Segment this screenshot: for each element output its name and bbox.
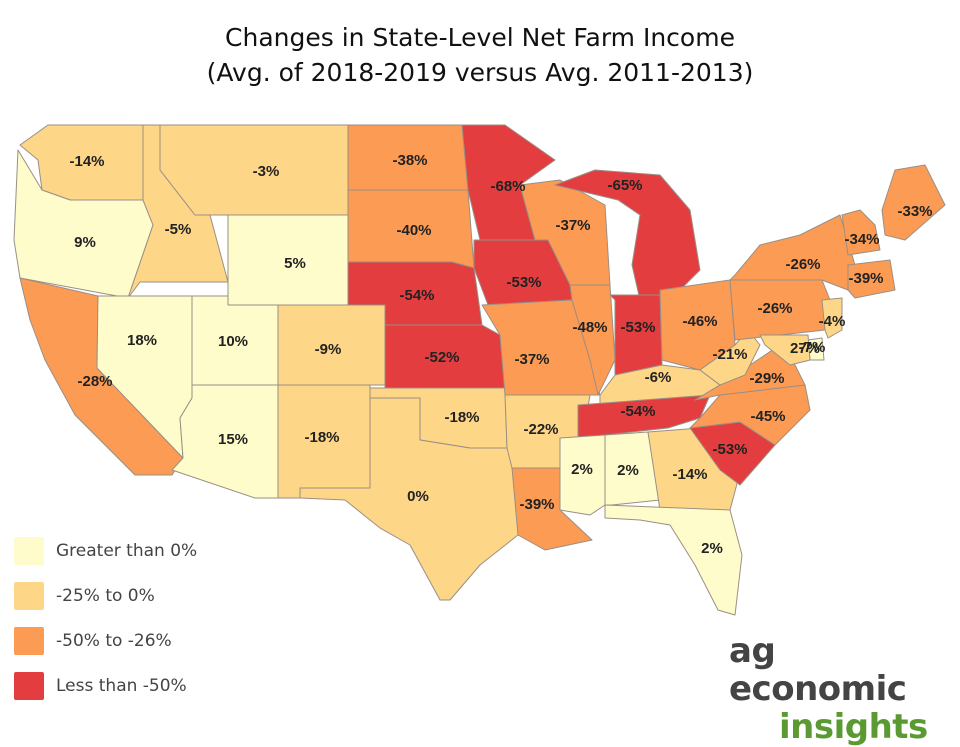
state-label-mo: -37% <box>514 351 549 368</box>
state-label-al: 2% <box>617 462 639 479</box>
state-label-fl: 2% <box>701 540 723 557</box>
state-label-ct: -39% <box>848 270 883 287</box>
state-label-nm: -18% <box>304 429 339 446</box>
legend-item-less-than-neg50: Less than -50% <box>14 663 197 708</box>
state-ct <box>847 259 896 299</box>
state-label-nd: -38% <box>392 152 427 169</box>
us-state-map: -14% 9% -28% -5% 18% -3% 5% 10% 15% -9% -18% -38% -4… <box>13 124 946 616</box>
map-title-line1: Changes in State-Level Net Farm Income <box>225 23 735 52</box>
state-label-la: -39% <box>519 496 554 513</box>
state-nj <box>821 297 843 339</box>
state-tn <box>577 394 711 439</box>
state-label-md: -7% <box>799 339 826 356</box>
state-tx <box>299 397 521 601</box>
state-label-ny: -26% <box>785 256 820 273</box>
state-label-ut: 10% <box>218 333 248 350</box>
state-label-il: -48% <box>572 319 607 336</box>
state-label-va: -29% <box>749 370 784 387</box>
state-label-wa: -14% <box>69 153 104 170</box>
state-label-ok: -18% <box>444 409 479 426</box>
state-label-pa: -26% <box>757 300 792 317</box>
state-label-or: 9% <box>74 234 96 251</box>
legend-label: -25% to 0% <box>56 585 155 606</box>
map-title-line2: (Avg. of 2018-2019 versus Avg. 2011-2013… <box>206 58 754 87</box>
state-al <box>604 431 661 506</box>
legend-swatch <box>14 671 44 700</box>
legend-item-greater-than-0: Greater than 0% <box>14 528 197 573</box>
state-label-mt: -3% <box>253 163 280 180</box>
state-fl <box>604 504 743 616</box>
legend-label: Greater than 0% <box>56 540 198 561</box>
state-label-co: -9% <box>315 341 342 358</box>
state-label-ky: -6% <box>645 369 672 386</box>
state-label-tn: -54% <box>620 403 655 420</box>
state-il <box>569 284 616 396</box>
state-label-ks: -52% <box>424 349 459 366</box>
legend-swatch <box>14 626 44 655</box>
state-ms <box>559 434 606 516</box>
state-md <box>759 334 811 366</box>
state-label-nj: -4% <box>819 313 846 330</box>
state-ny <box>729 214 856 291</box>
state-label-ca: -28% <box>77 373 112 390</box>
state-label-az: 15% <box>218 431 248 448</box>
state-me <box>881 164 946 241</box>
logo-line1: ag economic <box>729 631 907 709</box>
legend-label: Less than -50% <box>56 675 187 696</box>
state-wv <box>699 329 761 386</box>
state-label-ar: -22% <box>523 421 558 438</box>
state-label-ms: 2% <box>571 461 593 478</box>
state-label-oh: -46% <box>682 313 717 330</box>
logo-line2: insights <box>779 707 928 747</box>
state-label-ia: -53% <box>506 274 541 291</box>
legend: Greater than 0% -25% to 0% -50% to -26% … <box>14 528 197 708</box>
state-label-me: -33% <box>897 203 932 220</box>
state-vt <box>841 209 881 256</box>
state-label-ne: -54% <box>399 287 434 304</box>
legend-item-neg50-to-neg26: -50% to -26% <box>14 618 197 663</box>
legend-swatch <box>14 581 44 610</box>
state-label-mn: -68% <box>490 178 525 195</box>
map-title: Changes in State-Level Net Farm Income (… <box>0 20 960 90</box>
state-label-wv: -21% <box>712 346 747 363</box>
state-label-ga: -14% <box>672 466 707 483</box>
legend-swatch <box>14 536 44 565</box>
state-label-nv: 18% <box>127 332 157 349</box>
state-label-sd: -40% <box>396 222 431 239</box>
state-label-wi: -37% <box>555 217 590 234</box>
state-label-in: -53% <box>620 319 655 336</box>
legend-label: -50% to -26% <box>56 630 172 651</box>
state-label-id: -5% <box>165 221 192 238</box>
ag-economic-insights-logo: ag economic insights <box>729 632 960 746</box>
state-label-wy: 5% <box>284 255 306 272</box>
state-label-sc: -53% <box>712 441 747 458</box>
state-label-tx: 0% <box>407 488 429 505</box>
state-label-de: 27% <box>790 340 820 357</box>
state-label-mi: -65% <box>607 177 642 194</box>
state-label-nc: -45% <box>750 408 785 425</box>
legend-item-neg25-to-0: -25% to 0% <box>14 573 197 618</box>
state-label-vt: -34% <box>844 231 879 248</box>
